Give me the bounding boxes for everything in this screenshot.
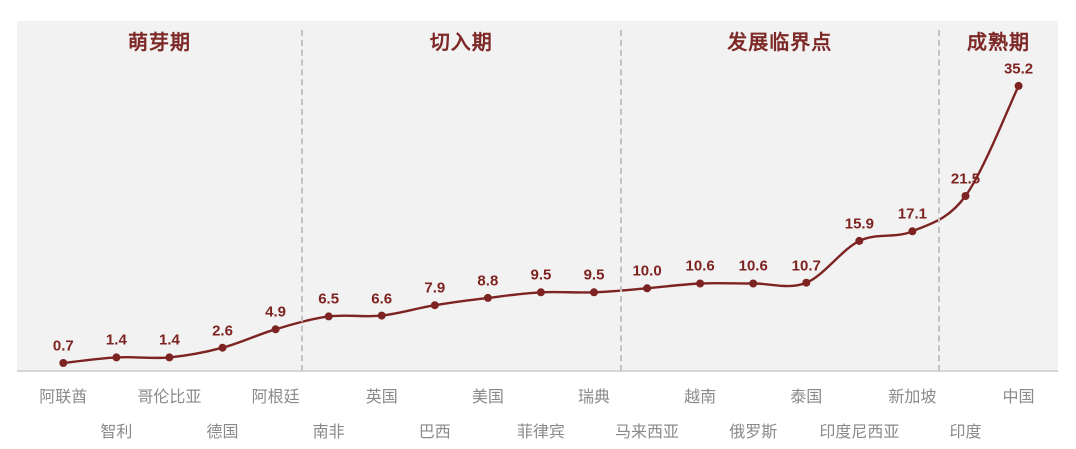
value-label: 6.6 xyxy=(371,290,393,308)
category-label: 中国 xyxy=(1002,389,1035,406)
value-label: 7.9 xyxy=(424,279,446,297)
category-label: 阿根廷 xyxy=(251,389,300,406)
data-point-marker xyxy=(749,279,758,288)
category-label: 德国 xyxy=(206,424,239,441)
category-label: 南非 xyxy=(312,424,345,441)
value-label: 17.1 xyxy=(897,205,928,223)
data-point-marker xyxy=(112,353,121,362)
data-point-marker xyxy=(218,343,227,352)
data-point-marker xyxy=(536,288,545,297)
category-label: 泰国 xyxy=(790,389,823,406)
data-point-marker xyxy=(483,293,492,302)
category-label: 新加坡 xyxy=(888,389,937,406)
value-label: 0.7 xyxy=(52,337,74,355)
category-label: 越南 xyxy=(684,389,717,406)
data-point-marker xyxy=(377,311,386,320)
value-label: 10.7 xyxy=(791,257,821,275)
data-point-marker xyxy=(802,278,811,287)
data-point-marker xyxy=(590,288,598,297)
plot-area xyxy=(17,21,1058,372)
category-label: 哥伦比亚 xyxy=(137,389,202,406)
category-label: 菲律宾 xyxy=(516,424,565,441)
category-label: 智利 xyxy=(100,424,133,441)
phase-divider-line xyxy=(301,30,304,371)
phase-label: 萌芽期 xyxy=(128,32,192,54)
value-label: 2.6 xyxy=(212,322,233,340)
value-label: 6.5 xyxy=(318,290,340,308)
data-point-marker xyxy=(643,284,652,293)
phase-divider-line xyxy=(937,30,940,371)
value-label: 9.5 xyxy=(583,266,605,284)
category-label: 印度 xyxy=(949,424,982,441)
value-label: 21.5 xyxy=(950,170,981,188)
value-label: 35.2 xyxy=(1003,60,1034,78)
value-label: 9.5 xyxy=(530,266,552,284)
data-point-marker xyxy=(855,236,864,245)
value-label: 1.4 xyxy=(159,331,180,349)
category-label: 英国 xyxy=(365,389,398,406)
value-label: 8.8 xyxy=(477,272,499,290)
category-label: 巴西 xyxy=(418,424,451,441)
data-point-marker xyxy=(271,325,280,334)
data-point-marker xyxy=(59,359,68,367)
category-label: 俄罗斯 xyxy=(729,424,778,441)
category-label: 瑞典 xyxy=(577,389,611,406)
phase-divider-line xyxy=(619,30,622,371)
data-point-marker xyxy=(430,301,439,310)
phase-label: 成熟期 xyxy=(966,32,1030,54)
category-label: 印度尼西亚 xyxy=(819,424,900,441)
phase-label: 发展临界点 xyxy=(727,32,833,54)
value-label: 10.6 xyxy=(738,257,768,275)
phase-label: 切入期 xyxy=(429,32,493,54)
data-point-marker xyxy=(961,192,970,200)
category-label: 阿联酋 xyxy=(39,389,88,406)
value-label: 1.4 xyxy=(105,331,127,349)
data-point-marker xyxy=(324,312,333,321)
value-label: 4.9 xyxy=(265,303,287,321)
data-point-marker xyxy=(165,353,174,362)
data-point-marker xyxy=(908,227,917,236)
value-label: 10.0 xyxy=(632,262,662,280)
data-point-marker xyxy=(1014,81,1023,90)
category-label: 美国 xyxy=(471,389,504,406)
value-label: 10.6 xyxy=(685,257,715,275)
value-label: 15.9 xyxy=(844,215,874,233)
category-label: 马来西亚 xyxy=(615,424,680,441)
series-line xyxy=(63,85,1020,365)
data-point-marker xyxy=(696,279,705,288)
